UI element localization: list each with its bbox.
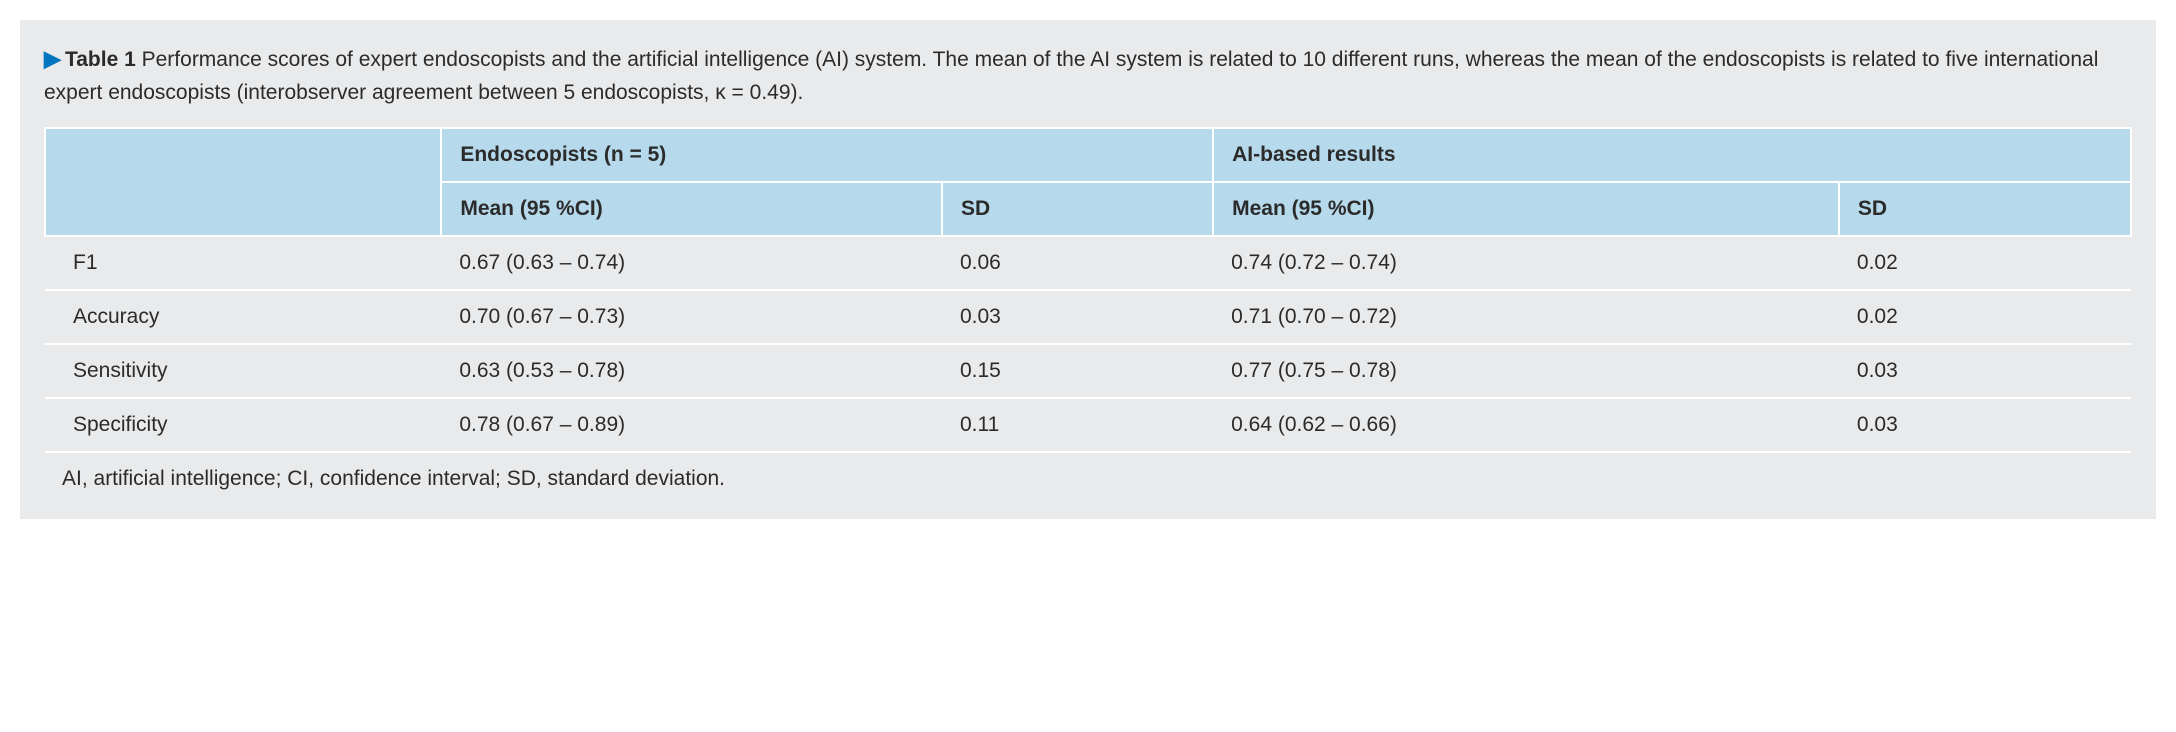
caption-marker-icon: ▶ <box>44 46 61 71</box>
table-row: Sensitivity 0.63 (0.53 – 0.78) 0.15 0.77… <box>45 344 2131 398</box>
endo-mean-cell: 0.63 (0.53 – 0.78) <box>441 344 942 398</box>
endo-sd-cell: 0.15 <box>942 344 1213 398</box>
ai-sd-cell: 0.03 <box>1839 398 2131 452</box>
table-row: F1 0.67 (0.63 – 0.74) 0.06 0.74 (0.72 – … <box>45 236 2131 290</box>
table-caption: ▶Table 1 Performance scores of expert en… <box>44 42 2132 109</box>
header-ai-mean: Mean (95 %CI) <box>1213 182 1839 236</box>
table-row: Specificity 0.78 (0.67 – 0.89) 0.11 0.64… <box>45 398 2131 452</box>
caption-label: Table 1 <box>65 48 136 71</box>
header-blank <box>45 128 441 236</box>
ai-mean-cell: 0.77 (0.75 – 0.78) <box>1213 344 1839 398</box>
table-footnote: AI, artificial intelligence; CI, confide… <box>44 453 2132 497</box>
ai-mean-cell: 0.74 (0.72 – 0.74) <box>1213 236 1839 290</box>
endo-sd-cell: 0.03 <box>942 290 1213 344</box>
header-group-row: Endoscopists (n = 5) AI-based results <box>45 128 2131 182</box>
ai-mean-cell: 0.64 (0.62 – 0.66) <box>1213 398 1839 452</box>
performance-table: Endoscopists (n = 5) AI-based results Me… <box>44 127 2132 453</box>
endo-mean-cell: 0.67 (0.63 – 0.74) <box>441 236 942 290</box>
table-row: Accuracy 0.70 (0.67 – 0.73) 0.03 0.71 (0… <box>45 290 2131 344</box>
table-body: F1 0.67 (0.63 – 0.74) 0.06 0.74 (0.72 – … <box>45 236 2131 452</box>
ai-mean-cell: 0.71 (0.70 – 0.72) <box>1213 290 1839 344</box>
ai-sd-cell: 0.03 <box>1839 344 2131 398</box>
header-ai-sd: SD <box>1839 182 2131 236</box>
endo-mean-cell: 0.78 (0.67 – 0.89) <box>441 398 942 452</box>
ai-sd-cell: 0.02 <box>1839 236 2131 290</box>
metric-cell: Specificity <box>45 398 441 452</box>
header-endo-mean: Mean (95 %CI) <box>441 182 942 236</box>
metric-cell: Accuracy <box>45 290 441 344</box>
header-endo-sd: SD <box>942 182 1213 236</box>
table-container: ▶Table 1 Performance scores of expert en… <box>20 20 2156 519</box>
metric-cell: F1 <box>45 236 441 290</box>
header-ai: AI-based results <box>1213 128 2131 182</box>
ai-sd-cell: 0.02 <box>1839 290 2131 344</box>
endo-sd-cell: 0.11 <box>942 398 1213 452</box>
header-endoscopists: Endoscopists (n = 5) <box>441 128 1213 182</box>
metric-cell: Sensitivity <box>45 344 441 398</box>
caption-text: Performance scores of expert endoscopist… <box>44 48 2098 104</box>
endo-mean-cell: 0.70 (0.67 – 0.73) <box>441 290 942 344</box>
endo-sd-cell: 0.06 <box>942 236 1213 290</box>
